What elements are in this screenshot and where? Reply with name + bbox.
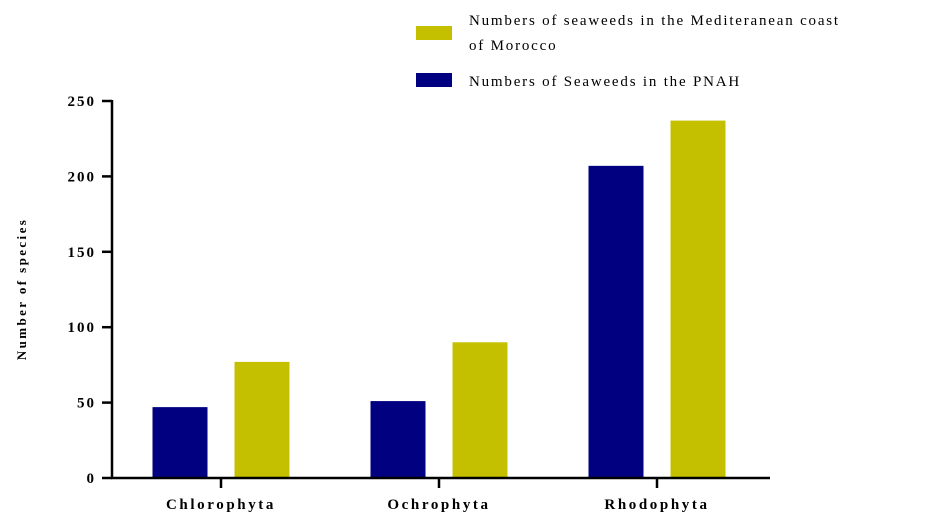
- y-tick-label: 100: [68, 320, 97, 336]
- x-tick-label-chlorophyta: Chlorophyta: [166, 497, 276, 513]
- y-tick-label: 150: [68, 245, 97, 261]
- x-tick-label-rhodophyta: Rhodophyta: [604, 497, 709, 513]
- legend: Numbers of seaweeds in the Mediteranean …: [416, 13, 840, 90]
- legend-entry-pnah: Numbers of Seaweeds in the PNAH: [416, 73, 741, 90]
- y-tick-label: 250: [68, 94, 97, 110]
- bars: [152, 120, 726, 478]
- y-tick-label: 50: [77, 396, 96, 412]
- bar-pnah-rhodophyta: [588, 165, 644, 478]
- y-axis-title: Number of species: [14, 218, 29, 360]
- bar-morocco-rhodophyta: [670, 120, 726, 478]
- bar-morocco-ochrophyta: [452, 342, 508, 478]
- y-tick-label: 0: [87, 471, 97, 487]
- legend-label: Numbers of seaweeds in the Mediteranean …: [469, 13, 840, 29]
- x-tick-label-ochrophyta: Ochrophyta: [387, 497, 490, 513]
- x-axis: Chlorophyta Ochrophyta Rhodophyta: [111, 476, 770, 513]
- legend-entry-morocco: Numbers of seaweeds in the Mediteranean …: [416, 13, 840, 54]
- bar-morocco-chlorophyta: [234, 361, 290, 478]
- bar-pnah-ochrophyta: [370, 401, 426, 478]
- y-tick-label: 200: [68, 169, 97, 185]
- legend-label: Numbers of Seaweeds in the PNAH: [469, 74, 741, 90]
- legend-swatch: [416, 73, 452, 87]
- legend-swatch: [416, 26, 452, 40]
- legend-label: of Morocco: [469, 38, 557, 54]
- y-axis: 0 50 100 150 200 250: [68, 94, 114, 487]
- bar-pnah-chlorophyta: [152, 407, 208, 478]
